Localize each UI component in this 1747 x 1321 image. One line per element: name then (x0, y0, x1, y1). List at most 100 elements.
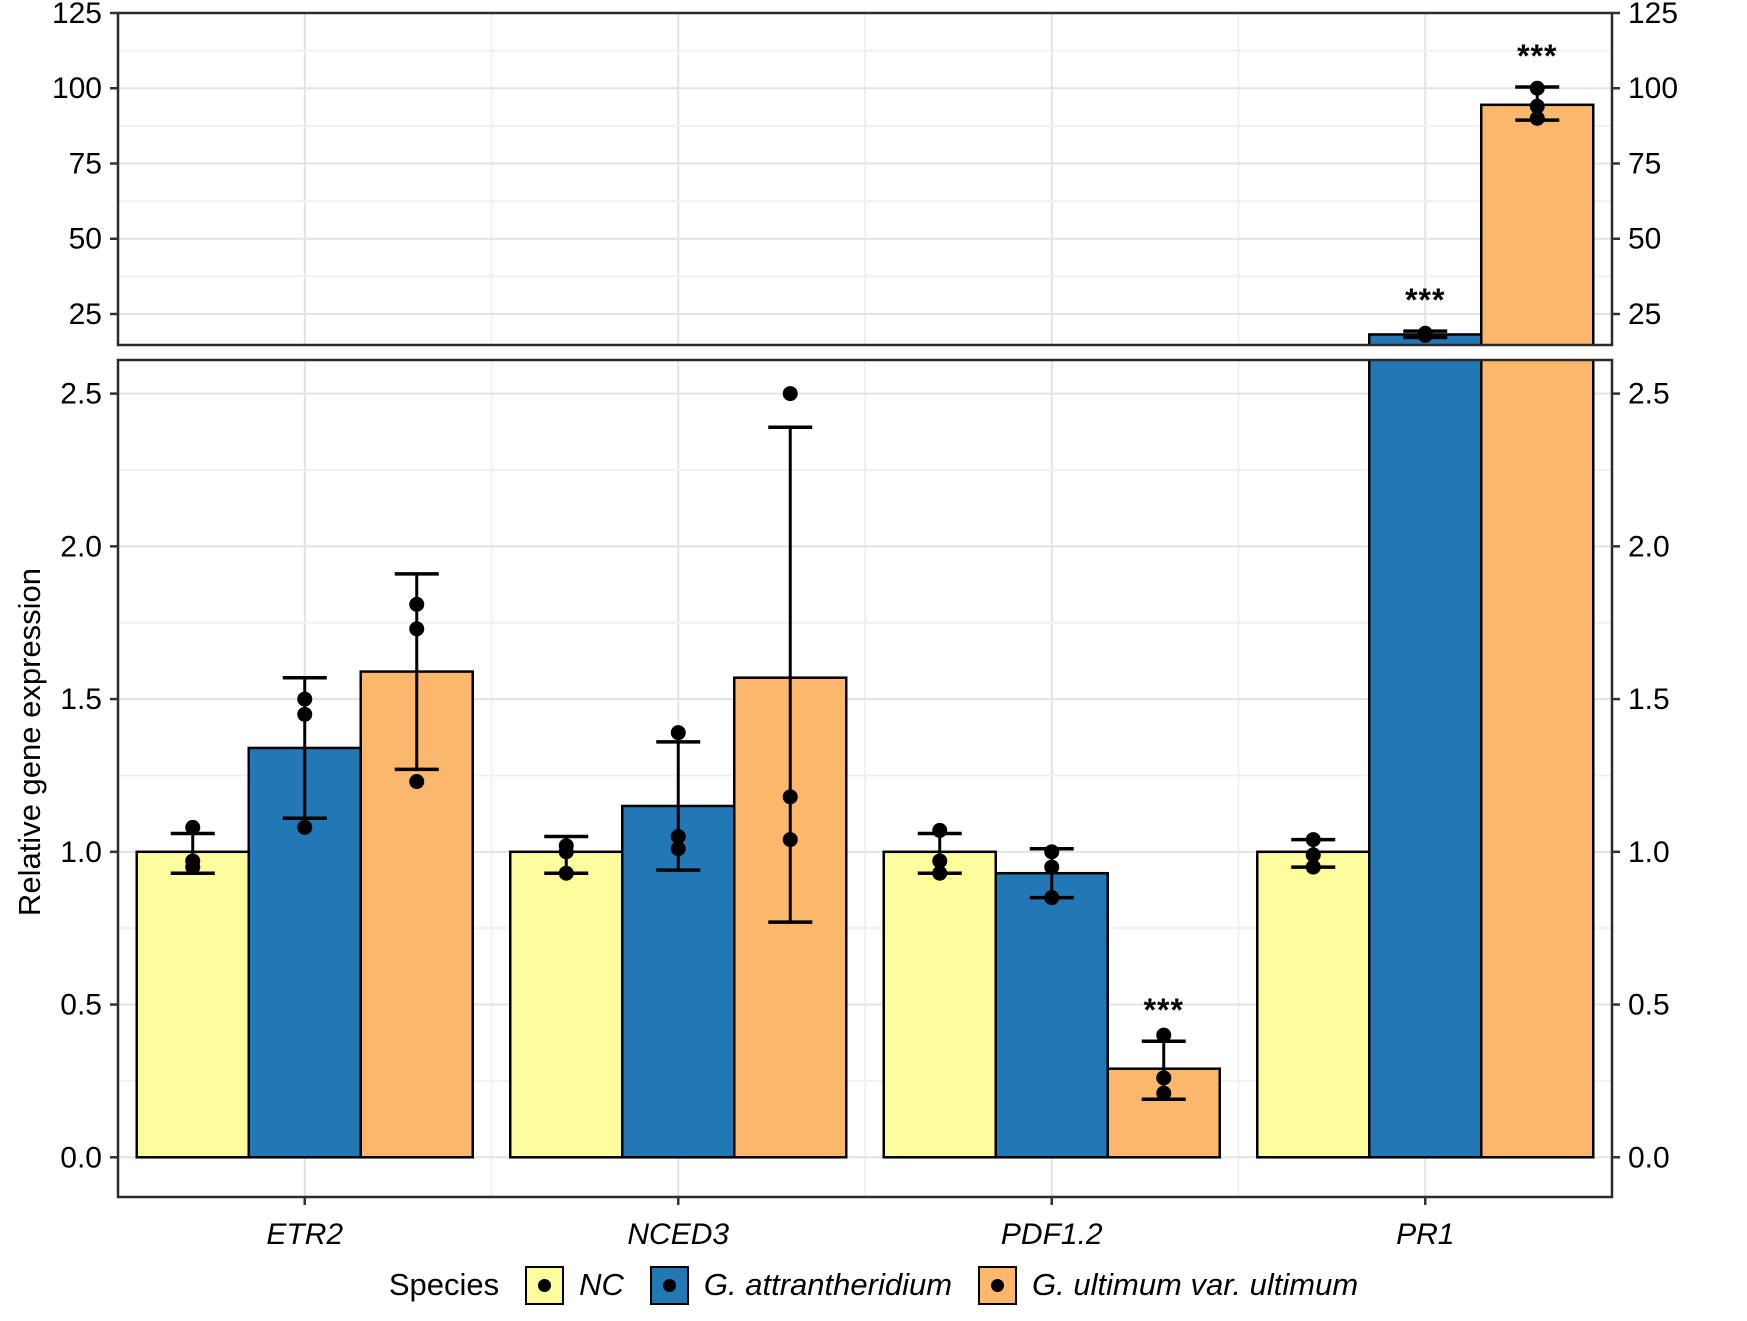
y-tick-label-left: 0.5 (60, 989, 102, 1022)
data-point-NCED3-G-ultimum-var-ultimum (782, 386, 798, 402)
data-point-PDF1.2-G-attrantheridium (1044, 859, 1060, 875)
bar-PDF1.2-G-attrantheridium (994, 871, 1109, 1159)
legend-item-g-attrantheridium: G. attrantheridium (649, 1265, 953, 1305)
legend-item-nc: NC (525, 1265, 624, 1305)
y-tick-label-left: 75 (69, 147, 102, 180)
bar-PDF1.2-NC (884, 386, 996, 389)
y-axis-title: Relative gene expression (12, 567, 47, 917)
y-tick-label-left: 125 (52, 0, 102, 30)
y-tick-label-left: 1.0 (60, 836, 102, 869)
data-point-NCED3-G-attrantheridium (670, 725, 686, 741)
bottom-panel-border (116, 358, 1614, 1199)
data-point-PR1-NC (1305, 847, 1321, 863)
legend-swatch-nc (525, 1265, 565, 1305)
y-tick-label-right: 1.0 (1628, 836, 1670, 869)
top-panel-bars (137, 103, 1595, 389)
data-point-PR1-NC (1305, 859, 1321, 875)
y-tick-label-left: 1.5 (60, 683, 102, 716)
x-tick-label-ETR2: ETR2 (266, 1218, 343, 1251)
legend-swatch-g-attrantheridium (649, 1265, 689, 1305)
x-tick-label-NCED3: NCED3 (627, 1218, 729, 1251)
data-point-PDF1.2-G-ultimum-var-ultimum (1156, 1027, 1172, 1043)
data-point-ETR2-G-attrantheridium (297, 691, 313, 707)
significance-label-PR1: *** (1517, 38, 1557, 74)
y-tick-label-right: 2.0 (1628, 530, 1670, 563)
y-tick-label-right: 0.0 (1628, 1141, 1670, 1174)
bar-ETR2-NC (135, 850, 250, 1159)
y-tick-label-right: 125 (1628, 0, 1678, 30)
bar-ETR2-NC (137, 386, 249, 389)
bar-PDF1.2-G-ultimum-var-ultimum (1108, 388, 1220, 389)
bar-PR1-NC (1257, 386, 1369, 389)
x-tick-label-PR1: PR1 (1396, 1218, 1454, 1251)
y-tick-label-left: 50 (69, 223, 102, 256)
bar-PR1-G-ultimum-var-ultimum (1480, 103, 1595, 345)
bar-NCED3-NC (510, 386, 622, 389)
data-point-NCED3-NC (558, 844, 574, 860)
legend-swatch-g-ultimum (978, 1265, 1018, 1305)
data-point-PDF1.2-NC (932, 822, 948, 838)
legend-label-g-attrantheridium: G. attrantheridium (703, 1267, 953, 1302)
top-panel-border (116, 11, 1614, 347)
bar-PR1-G-ultimum-var-ultimum (1480, 360, 1595, 1159)
y-tick-label-left: 100 (52, 72, 102, 105)
data-point-NCED3-G-ultimum-var-ultimum (782, 789, 798, 805)
y-tick-label-right: 75 (1628, 147, 1661, 180)
legend: Species NC G. attrantheridium G. ultimum… (0, 1256, 1747, 1314)
y-tick-label-right: 25 (1628, 298, 1661, 331)
y-tick-label-left: 25 (69, 298, 102, 331)
legend-title: Species (388, 1267, 500, 1302)
data-point-ETR2-G-attrantheridium (297, 706, 313, 722)
y-tick-label-right: 0.5 (1628, 989, 1670, 1022)
data-point-PDF1.2-NC (932, 865, 948, 881)
data-point-ETR2-G-ultimum-var-ultimum (409, 621, 425, 637)
data-point-NCED3-NC (558, 865, 574, 881)
data-point-PDF1.2-G-attrantheridium (1044, 890, 1060, 906)
legend-item-g-ultimum: G. ultimum var. ultimum (978, 1265, 1359, 1305)
data-point-PR1-G-ultimum-var-ultimum (1529, 110, 1545, 126)
data-point-PR1-NC (1305, 832, 1321, 848)
bar-PR1-NC (1256, 850, 1371, 1159)
data-point-ETR2-G-ultimum-var-ultimum (409, 596, 425, 612)
data-point-PR1-G-ultimum-var-ultimum (1529, 80, 1545, 96)
y-tick-label-left: 0.0 (60, 1141, 102, 1174)
bar-PR1-G-attrantheridium (1368, 360, 1483, 1159)
data-point-PR1-G-attrantheridium (1417, 327, 1433, 343)
y-tick-label-right: 2.5 (1628, 378, 1670, 411)
y-tick-label-left: 2.5 (60, 378, 102, 411)
y-tick-label-right: 100 (1628, 72, 1678, 105)
top-panel: *** *** 25 25 50 50 75 75 100 100 125 125 (52, 0, 1678, 389)
data-point-PR1-G-ultimum-var-ultimum (1529, 98, 1545, 114)
legend-label-g-ultimum: G. ultimum var. ultimum (1032, 1267, 1359, 1302)
data-point-ETR2-G-attrantheridium (297, 819, 313, 835)
legend-point-icon (662, 1278, 676, 1292)
data-point-ETR2-NC (185, 819, 201, 835)
bar-PDF1.2-NC (882, 850, 997, 1159)
y-tick-label-right: 50 (1628, 223, 1661, 256)
legend-point-icon (538, 1278, 552, 1292)
legend-label-nc: NC (579, 1267, 624, 1302)
data-point-PDF1.2-G-ultimum-var-ultimum (1156, 1070, 1172, 1086)
legend-point-icon (991, 1278, 1005, 1292)
data-point-NCED3-G-attrantheridium (670, 829, 686, 845)
data-point-ETR2-G-ultimum-var-ultimum (409, 774, 425, 790)
data-point-PDF1.2-G-ultimum-var-ultimum (1156, 1085, 1172, 1101)
bottom-panel-errorbars (170, 386, 1336, 1101)
significance-label-PDF1.2: *** (1144, 992, 1184, 1028)
bar-NCED3-NC (509, 850, 624, 1159)
data-point-NCED3-G-ultimum-var-ultimum (782, 832, 798, 848)
data-point-PDF1.2-NC (932, 853, 948, 869)
x-tick-label-PDF1.2: PDF1.2 (1001, 1218, 1103, 1251)
data-point-PDF1.2-G-attrantheridium (1044, 844, 1060, 860)
y-tick-label-right: 1.5 (1628, 683, 1670, 716)
significance-label-PR1: *** (1405, 282, 1445, 318)
y-tick-label-left: 2.0 (60, 530, 102, 563)
bar-ETR2-G-ultimum-var-ultimum (361, 384, 473, 389)
top-panel-errorbars (1403, 80, 1560, 343)
bottom-panel: *** 0.0 0.0 0.5 0.5 1.0 1.0 1.5 1.5 2.0 2.0 2.5 2.5 (60, 358, 1670, 1199)
data-point-ETR2-NC (185, 859, 201, 875)
top-panel-grid (118, 13, 1612, 345)
data-point-NCED3-G-attrantheridium (670, 841, 686, 857)
